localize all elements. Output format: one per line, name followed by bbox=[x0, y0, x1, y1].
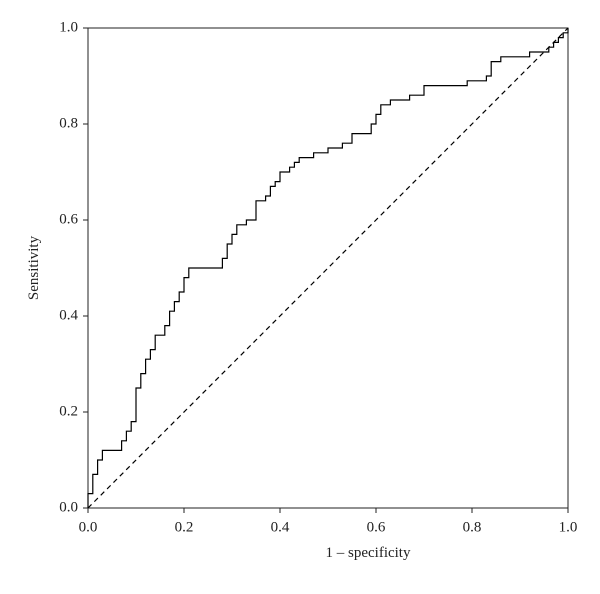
x-axis-label: 1 – specificity bbox=[326, 545, 411, 561]
y-tick-label: 0.8 bbox=[59, 115, 78, 131]
y-tick-label: 0.6 bbox=[59, 211, 78, 227]
x-tick-label: 0.2 bbox=[175, 519, 194, 535]
roc-curve bbox=[87, 28, 569, 508]
reference-line bbox=[87, 27, 569, 509]
y-axis-label: Sensitivity bbox=[26, 235, 42, 300]
x-tick-label: 0.6 bbox=[367, 519, 386, 535]
x-tick-label: 0.0 bbox=[79, 519, 98, 535]
y-tick-label: 1.0 bbox=[59, 19, 78, 35]
x-tick-label: 1.0 bbox=[559, 519, 578, 535]
y-tick-label: 0.0 bbox=[59, 499, 78, 515]
x-tick-label: 0.8 bbox=[463, 519, 482, 535]
plot-frame bbox=[87, 27, 569, 509]
x-tick-label: 0.4 bbox=[271, 519, 290, 535]
y-tick-label: 0.4 bbox=[59, 307, 78, 323]
y-tick-label: 0.2 bbox=[59, 403, 78, 419]
